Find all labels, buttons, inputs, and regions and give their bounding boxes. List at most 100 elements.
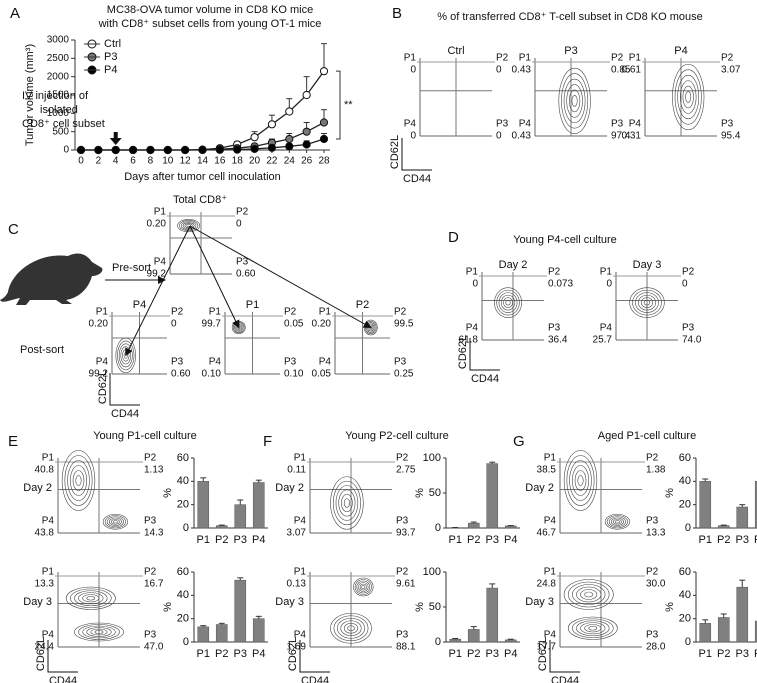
y-tick-label: 60 xyxy=(679,452,691,464)
contour xyxy=(354,579,372,595)
quadrant-name: P3 xyxy=(721,119,734,130)
axis-label: CD44 xyxy=(301,675,329,683)
y-tick-label: 50 xyxy=(429,601,441,613)
point xyxy=(181,145,190,155)
quadrant-name: P3 xyxy=(611,119,624,130)
contour xyxy=(632,289,662,316)
quadrant-name: P2 xyxy=(284,307,297,318)
y-tick-label: 50 xyxy=(429,487,441,499)
x-tick-label: P2 xyxy=(215,648,228,660)
x-tick-label: P3 xyxy=(234,534,247,546)
quadrant-value: 1.13 xyxy=(144,465,164,476)
contour xyxy=(643,299,651,306)
point xyxy=(267,120,277,129)
x-tick-label: 0 xyxy=(78,156,84,167)
plot-title: P4 xyxy=(133,299,146,311)
bar xyxy=(699,481,712,529)
contour xyxy=(558,67,591,134)
chart-title: MC38-OVA tumor volume in CD8 KO mice xyxy=(107,4,313,16)
y-tick-label: 40 xyxy=(177,475,189,487)
bar xyxy=(197,626,210,643)
contour xyxy=(576,620,610,637)
quadrant-name: P2 xyxy=(396,567,409,578)
contour xyxy=(571,95,578,107)
plot-title: Day 2 xyxy=(499,259,528,271)
contour xyxy=(588,626,598,631)
quadrant-value: 30.0 xyxy=(646,579,666,590)
quadrant-value: 97.4 xyxy=(611,131,631,142)
contour xyxy=(566,84,583,118)
legend-label: P3 xyxy=(104,51,117,63)
quadrant-value: 1.38 xyxy=(646,465,666,476)
contour xyxy=(341,493,353,513)
bar xyxy=(504,639,517,643)
panel-label: F xyxy=(263,433,272,450)
panel-title: Aged P1-cell culture xyxy=(598,430,696,442)
quadrant-name: P3 xyxy=(396,630,409,641)
contour xyxy=(74,590,108,607)
x-tick-label: 18 xyxy=(232,156,244,167)
contour xyxy=(672,63,705,131)
quadrant-name: P2 xyxy=(646,453,659,464)
point xyxy=(285,134,294,144)
contour xyxy=(113,520,118,524)
quadrant-name: P1 xyxy=(629,53,642,64)
quadrant-name: P3 xyxy=(646,630,659,641)
x-tick-label: P1 xyxy=(699,648,712,660)
contour xyxy=(86,596,96,601)
legend-label: P4 xyxy=(104,64,117,76)
quadrant-value: 61.8 xyxy=(459,335,479,346)
point xyxy=(319,134,329,144)
contour xyxy=(498,292,518,313)
contour xyxy=(359,583,367,591)
plot-title: Day 3 xyxy=(633,259,662,271)
y-axis-label: % xyxy=(664,488,676,498)
y-tick-label: 60 xyxy=(177,566,189,578)
quadrant-value: 14.3 xyxy=(144,528,164,539)
y-tick-label: 0 xyxy=(183,636,189,648)
quadrant-value: 46.7 xyxy=(537,528,557,539)
contour xyxy=(569,89,581,113)
quadrant-value: 1.69 xyxy=(287,642,307,653)
quadrant-name: P1 xyxy=(42,567,55,578)
contour xyxy=(64,455,93,506)
label: Pre-sort xyxy=(112,262,151,274)
legend-label: Ctrl xyxy=(104,38,121,50)
contour xyxy=(330,476,364,530)
quadrant-value: 88.1 xyxy=(396,642,416,653)
contour xyxy=(102,513,128,530)
contour xyxy=(606,515,628,529)
contour xyxy=(78,592,104,605)
quadrant-value: 40.8 xyxy=(35,465,55,476)
quadrant-name: P3 xyxy=(396,516,409,527)
point xyxy=(111,145,120,155)
quadrant-value: 2.75 xyxy=(396,465,416,476)
contour xyxy=(108,517,122,526)
plot-title: Day 2 xyxy=(525,482,554,494)
point xyxy=(163,145,172,155)
x-tick-label: P4 xyxy=(754,648,757,660)
point xyxy=(319,118,329,127)
quadrant-name: P3 xyxy=(236,257,249,268)
quadrant-name: P3 xyxy=(144,630,157,641)
contour xyxy=(563,450,598,511)
contour xyxy=(679,80,697,114)
contour xyxy=(613,518,622,525)
axis-label: CD44 xyxy=(403,173,431,185)
y-tick-label: 0 xyxy=(685,522,691,534)
panel-title: % of transferred CD8⁺ T-cell subset in C… xyxy=(437,11,702,23)
quadrant-name: P4 xyxy=(544,630,557,641)
contour xyxy=(635,292,659,313)
quadrant-name: P3 xyxy=(646,516,659,527)
quadrant-name: P1 xyxy=(294,453,307,464)
contour xyxy=(106,516,124,528)
contour xyxy=(61,450,96,511)
quadrant-value: 0 xyxy=(496,131,502,142)
y-tick-label: 0 xyxy=(435,636,441,648)
contour xyxy=(335,485,359,521)
contour xyxy=(629,287,665,318)
quadrant-name: P4 xyxy=(466,323,479,334)
y-axis-label: % xyxy=(162,602,174,612)
label: Post-sort xyxy=(20,344,64,356)
quadrant-name: P2 xyxy=(548,267,561,278)
